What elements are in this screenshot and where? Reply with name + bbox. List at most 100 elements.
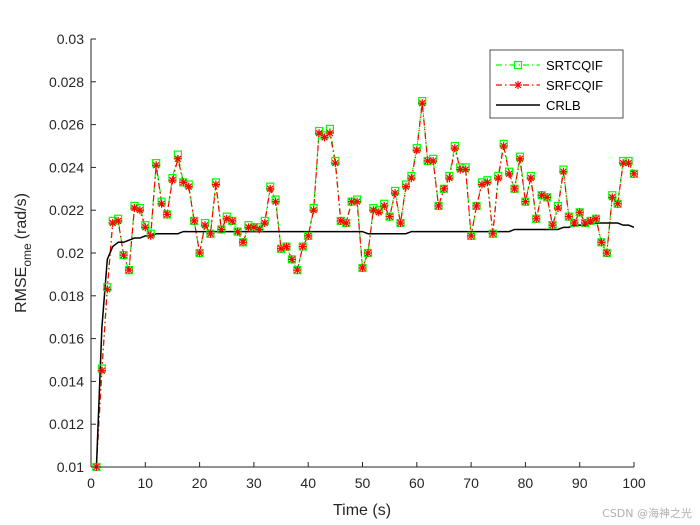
data-point-srfcqif bbox=[358, 263, 367, 272]
y-axis-title-sub: ome bbox=[20, 243, 34, 267]
y-tick-label: 0.022 bbox=[49, 202, 84, 218]
y-axis-title-main: RMSE bbox=[13, 267, 30, 313]
data-point-srfcqif bbox=[217, 225, 226, 234]
data-point-srfcqif bbox=[363, 249, 372, 257]
markers-layer bbox=[92, 96, 639, 472]
data-point-srfcqif bbox=[277, 244, 286, 253]
data-point-srfcqif bbox=[467, 231, 476, 240]
data-point-srfcqif bbox=[488, 229, 497, 238]
legend-label-srtcqif: SRTCQIF bbox=[546, 58, 603, 73]
data-point-srfcqif bbox=[325, 129, 334, 138]
data-point-srfcqif bbox=[309, 206, 318, 215]
data-point-srfcqif bbox=[564, 212, 573, 221]
data-point-srfcqif bbox=[597, 238, 606, 247]
data-point-srfcqif bbox=[515, 154, 524, 163]
data-point-srfcqif bbox=[445, 174, 454, 183]
data-point-srfcqif bbox=[391, 189, 400, 198]
y-tick-label: 0.03 bbox=[57, 31, 84, 47]
x-tick-label: 60 bbox=[409, 475, 425, 491]
y-tick-label: 0.028 bbox=[49, 74, 84, 90]
legend-label-srfcqif: SRFCQIF bbox=[546, 78, 603, 93]
x-tick-label: 100 bbox=[622, 475, 646, 491]
data-point-srfcqif bbox=[499, 142, 508, 150]
y-tick-label: 0.018 bbox=[49, 288, 84, 304]
data-point-srfcqif bbox=[374, 208, 383, 217]
data-point-srfcqif bbox=[494, 174, 503, 183]
data-point-srfcqif bbox=[320, 133, 329, 142]
data-point-srfcqif bbox=[282, 242, 291, 251]
data-point-srfcqif bbox=[429, 156, 438, 165]
data-point-srfcqif bbox=[434, 201, 443, 210]
x-tick-label: 20 bbox=[192, 475, 208, 491]
data-point-srfcqif bbox=[505, 169, 514, 178]
data-point-srfcqif bbox=[418, 99, 427, 108]
legend: SRTCQIF SRFCQIF CRLB bbox=[489, 49, 624, 119]
x-tick-label: 0 bbox=[87, 475, 95, 491]
x-tick-label: 30 bbox=[246, 475, 262, 491]
data-point-srfcqif bbox=[483, 178, 492, 187]
data-point-srfcqif bbox=[608, 193, 617, 202]
series-line-crlb bbox=[95, 222, 635, 468]
data-point-srfcqif bbox=[119, 251, 128, 260]
data-point-srfcqif bbox=[260, 219, 269, 228]
data-point-srfcqif bbox=[125, 266, 134, 275]
data-point-srfcqif bbox=[510, 184, 519, 193]
x-tick-label: 70 bbox=[463, 475, 479, 491]
data-point-srfcqif bbox=[543, 193, 552, 202]
data-point-srfcqif bbox=[201, 221, 210, 230]
data-point-srfcqif bbox=[163, 210, 172, 219]
data-point-srfcqif bbox=[526, 174, 535, 183]
data-point-srfcqif bbox=[401, 182, 410, 191]
data-point-srfcqif bbox=[472, 201, 481, 210]
data-point-srfcqif bbox=[407, 174, 416, 183]
legend-box bbox=[489, 49, 624, 119]
data-point-srfcqif bbox=[553, 204, 562, 213]
data-point-srfcqif bbox=[602, 249, 611, 257]
data-point-srfcqif bbox=[233, 227, 242, 236]
data-point-srfcqif bbox=[331, 159, 340, 168]
x-tick-label: 40 bbox=[300, 475, 316, 491]
tick-marks bbox=[90, 38, 635, 468]
data-point-srfcqif bbox=[228, 216, 237, 225]
y-tick-label: 0.01 bbox=[57, 459, 84, 475]
legend-label-crlb: CRLB bbox=[546, 98, 581, 113]
data-point-srfcqif bbox=[206, 229, 215, 238]
data-point-srfcqif bbox=[613, 199, 622, 208]
x-tick-label: 10 bbox=[138, 475, 154, 491]
data-point-srfcqif bbox=[353, 197, 362, 206]
data-point-srfcqif bbox=[450, 144, 459, 153]
data-point-srfcqif bbox=[195, 249, 204, 257]
data-point-srfcqif bbox=[97, 366, 106, 375]
data-point-srfcqif bbox=[266, 184, 275, 193]
y-tick-label: 0.014 bbox=[49, 373, 84, 389]
data-point-srfcqif bbox=[287, 255, 296, 264]
data-point-srfcqif bbox=[298, 242, 307, 251]
data-point-srfcqif bbox=[575, 208, 584, 217]
data-point-srfcqif bbox=[114, 216, 123, 225]
data-point-srfcqif bbox=[179, 178, 188, 187]
data-point-srfcqif bbox=[521, 197, 530, 206]
y-axis-title: RMSEome (rad/s) bbox=[13, 193, 34, 313]
data-point-srfcqif bbox=[342, 219, 351, 228]
data-point-srfcqif bbox=[211, 180, 220, 189]
data-point-srfcqif bbox=[591, 214, 600, 223]
data-point-srfcqif bbox=[255, 225, 264, 234]
data-point-srfcqif bbox=[315, 129, 324, 138]
series-line-srtcqif bbox=[95, 100, 635, 468]
x-tick-label: 90 bbox=[572, 475, 588, 491]
data-point-srfcqif bbox=[293, 266, 302, 275]
y-axis-title-unit: (rad/s) bbox=[13, 193, 30, 239]
watermark: CSDN @海神之光 bbox=[602, 507, 692, 520]
data-point-srfcqif bbox=[396, 219, 405, 228]
data-point-srfcqif bbox=[380, 201, 389, 210]
data-point-srfcqif bbox=[304, 231, 313, 240]
data-point-srfcqif bbox=[184, 182, 193, 191]
data-point-srfcqif bbox=[548, 221, 557, 230]
data-point-srfcqif bbox=[239, 238, 248, 247]
x-tick-label: 80 bbox=[518, 475, 534, 491]
data-point-srfcqif bbox=[103, 285, 112, 294]
x-tick-label: 50 bbox=[355, 475, 371, 491]
y-tick-label: 0.012 bbox=[49, 416, 84, 432]
data-point-srfcqif bbox=[271, 197, 280, 206]
